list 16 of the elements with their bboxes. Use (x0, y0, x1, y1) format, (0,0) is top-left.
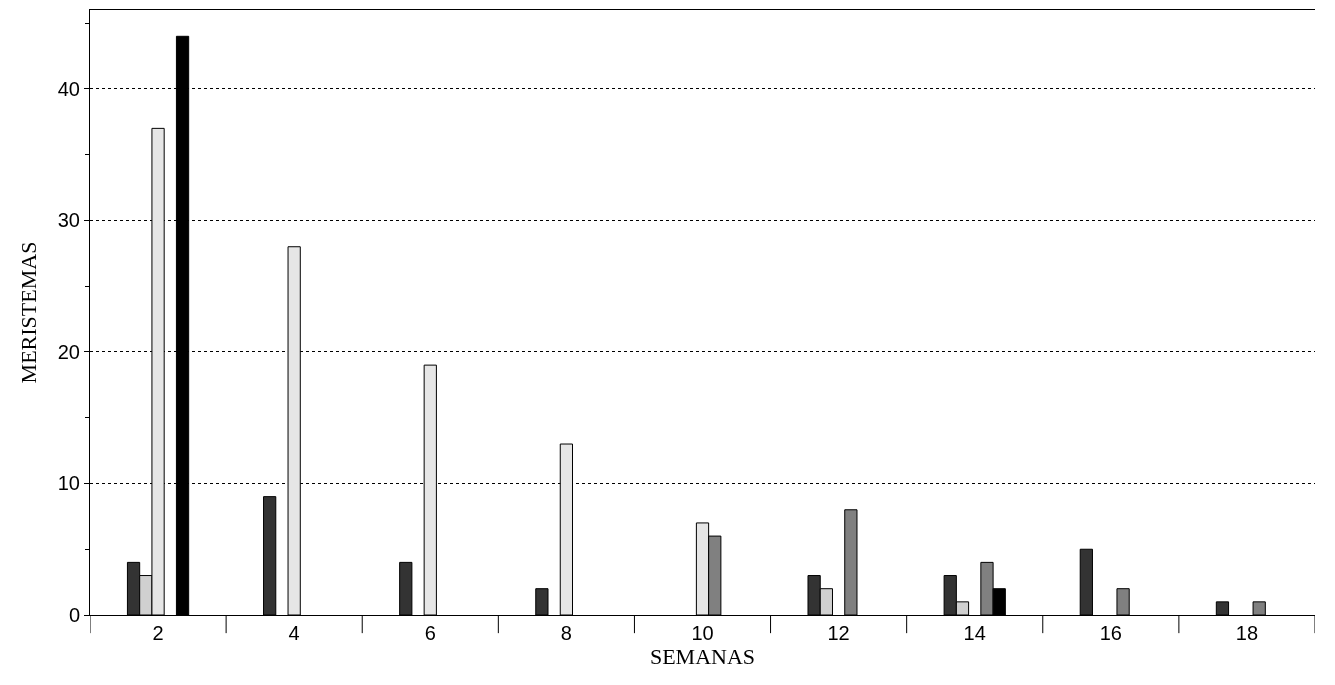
x-tick-label: 16 (1099, 622, 1122, 644)
x-tick-label: 14 (963, 622, 986, 644)
x-tick-label: 8 (560, 622, 572, 644)
y-tick-label: 0 (68, 604, 80, 626)
x-tick-label: 6 (424, 622, 436, 644)
x-tick-label: 2 (152, 622, 164, 644)
x-tick-label: 18 (1235, 622, 1259, 644)
y-tick-label: 30 (57, 209, 80, 232)
x-tick-label: 12 (827, 622, 850, 644)
x-axis-title: SEMANAS (649, 644, 756, 669)
y-tick-label: 10 (57, 472, 80, 495)
x-tick-label: 4 (288, 622, 300, 644)
y-tick-label: 20 (57, 340, 80, 363)
x-tick-label: 10 (691, 622, 714, 644)
y-tick-label: 40 (57, 77, 80, 100)
y-axis-title: MERISTEMAS (15, 241, 41, 384)
